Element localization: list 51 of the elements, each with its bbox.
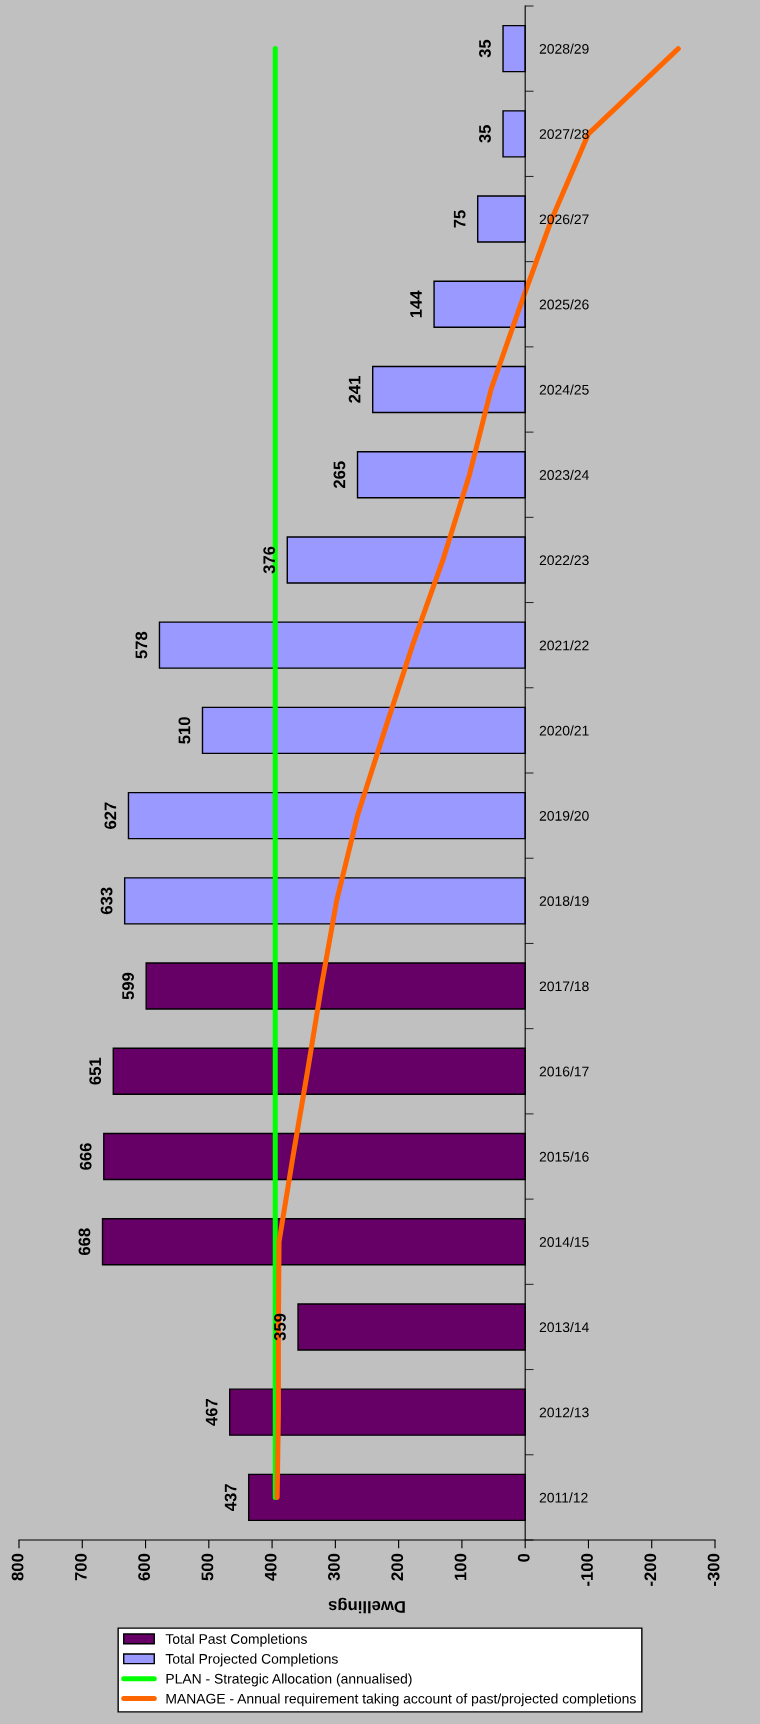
x-tick-label: 700 xyxy=(74,1553,87,1581)
data-label: 35 xyxy=(479,125,491,143)
y-tick-label: 2021/22 xyxy=(539,640,589,651)
data-label: 510 xyxy=(178,717,191,744)
x-tick-label: 800 xyxy=(11,1553,24,1581)
x-tick-label: -200 xyxy=(644,1553,657,1586)
x-tick-label: 500 xyxy=(201,1553,214,1581)
x-tick-label: -300 xyxy=(707,1553,720,1586)
data-label: 265 xyxy=(333,461,346,489)
data-label: 35 xyxy=(479,39,491,58)
y-tick-label: 2025/26 xyxy=(539,299,589,310)
data-label: 627 xyxy=(104,802,117,829)
y-tick-label: 2020/21 xyxy=(539,725,589,736)
data-label: 633 xyxy=(100,887,113,915)
y-tick-label: 2015/16 xyxy=(539,1151,589,1162)
data-label: 467 xyxy=(205,1398,218,1426)
data-label: 651 xyxy=(89,1057,102,1085)
y-tick-label: 2019/20 xyxy=(539,810,589,821)
x-tick-label: 100 xyxy=(454,1553,467,1580)
data-label: 668 xyxy=(78,1228,91,1256)
x-tick-label: 0 xyxy=(517,1553,530,1562)
data-label: 437 xyxy=(224,1484,237,1512)
x-tick-label: 600 xyxy=(138,1553,151,1581)
y-tick-label: 2023/24 xyxy=(539,469,589,480)
y-tick-label: 2017/18 xyxy=(539,981,589,992)
y-tick-label: 2018/19 xyxy=(539,895,589,906)
data-label: 578 xyxy=(135,631,148,659)
x-tick-label: -100 xyxy=(581,1553,593,1586)
y-tick-label: 2024/25 xyxy=(539,384,589,395)
y-tick-label: 2022/23 xyxy=(539,554,589,566)
legend-label: Total Past Completions xyxy=(165,1633,307,1647)
data-label: 376 xyxy=(263,546,276,574)
y-tick-label: 2014/15 xyxy=(539,1236,589,1247)
y-tick-label: 2016/17 xyxy=(539,1066,589,1077)
y-tick-label: 2013/14 xyxy=(539,1321,589,1333)
data-label: 144 xyxy=(410,290,422,318)
y-tick-label: 2011/12 xyxy=(539,1492,588,1503)
y-tick-label: 2028/29 xyxy=(539,43,589,54)
data-label: 241 xyxy=(348,376,361,403)
x-tick-label: 400 xyxy=(264,1553,277,1581)
x-tick-label: 200 xyxy=(391,1553,404,1581)
x-axis-title: Dwellings xyxy=(328,1597,405,1614)
data-label: 359 xyxy=(274,1313,286,1341)
legend-label: PLAN - Strategic Allocation (annualised) xyxy=(166,1673,412,1687)
legend-label: MANAGE - Annual requirement taking account of past/projected completions xyxy=(166,1693,636,1707)
legend-label: Total Projected Completions xyxy=(165,1653,338,1667)
data-label: 666 xyxy=(79,1143,92,1170)
y-tick-label: 2012/13 xyxy=(539,1407,589,1418)
data-label: 599 xyxy=(122,972,134,1000)
x-tick-label: 300 xyxy=(328,1553,340,1581)
data-label: 75 xyxy=(453,210,466,228)
